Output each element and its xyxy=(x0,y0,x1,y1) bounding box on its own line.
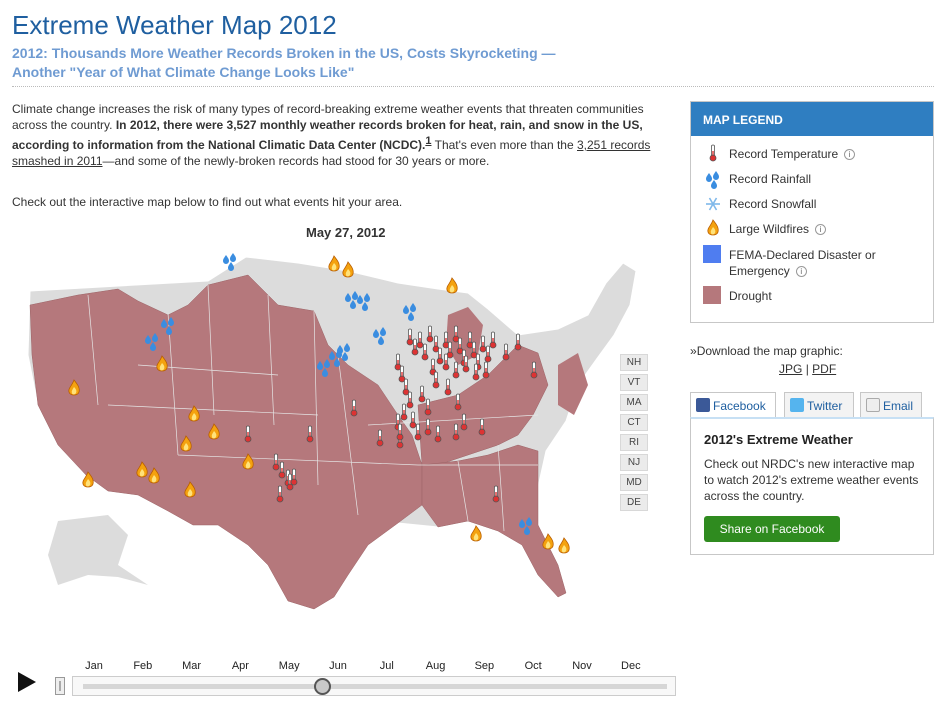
state-button-vt[interactable]: VT xyxy=(620,374,648,391)
state-button-ri[interactable]: RI xyxy=(620,434,648,451)
header-divider xyxy=(12,86,934,87)
month-label-dec: Dec xyxy=(621,660,641,672)
share-on-facebook-button[interactable]: Share on Facebook xyxy=(704,516,840,542)
month-label-jan: Jan xyxy=(85,660,103,672)
month-label-apr: Apr xyxy=(231,660,249,672)
state-button-ma[interactable]: MA xyxy=(620,394,648,411)
month-label-nov: Nov xyxy=(572,660,592,672)
state-button-de[interactable]: DE xyxy=(620,494,648,511)
wildfire-marker[interactable] xyxy=(446,277,458,294)
download-bullet: » xyxy=(690,344,697,358)
timeline-track-groove xyxy=(83,684,667,689)
intro-text-3: —and some of the newly-broken records ha… xyxy=(102,154,490,168)
intro-bold-text: In 2012, there were 3,527 monthly weathe… xyxy=(12,118,643,152)
state-button-md[interactable]: MD xyxy=(620,474,648,491)
subtitle-line-1: 2012: Thousands More Weather Records Bro… xyxy=(12,45,556,61)
footnote-link[interactable]: 1 xyxy=(425,135,432,147)
subtitle-line-2: Another "Year of What Climate Change Loo… xyxy=(12,64,355,80)
legend-title: MAP LEGEND xyxy=(691,102,933,136)
info-icon[interactable]: i xyxy=(844,149,856,161)
play-button[interactable] xyxy=(18,672,36,692)
fema-swatch xyxy=(703,245,721,263)
info-icon[interactable]: i xyxy=(815,224,827,236)
state-borders xyxy=(87,284,539,532)
jpg-download-link[interactable]: JPG xyxy=(779,362,803,376)
wildfire-marker[interactable] xyxy=(470,525,482,542)
share-panel: 2012's Extreme Weather Check out NRDC's … xyxy=(690,417,934,555)
page-title: Extreme Weather Map 2012 xyxy=(12,10,337,40)
month-label-may: May xyxy=(278,660,300,672)
drought-southeast xyxy=(421,444,567,598)
wildfire-marker[interactable] xyxy=(542,533,554,550)
legend-label-rainfall: Record Rainfall xyxy=(729,172,812,186)
month-label-aug: Aug xyxy=(425,660,446,672)
tab-email-label: Email xyxy=(883,399,914,413)
us-weather-map[interactable] xyxy=(18,225,658,645)
month-label-jun: Jun xyxy=(329,660,347,672)
envelope-icon xyxy=(866,398,880,412)
legend-label-snowfall: Record Snowfall xyxy=(729,197,817,211)
pdf-download-link[interactable]: PDF xyxy=(812,362,837,376)
alaska-landmass xyxy=(48,515,148,585)
wildfire-marker[interactable] xyxy=(342,261,354,278)
pause-button[interactable] xyxy=(55,677,65,695)
drought-swatch xyxy=(703,286,721,304)
month-label-sep: Sep xyxy=(474,660,495,672)
map-legend: MAP LEGEND Record Temperature i Record Ra… xyxy=(690,101,934,323)
records-2011-link[interactable]: 3,251 records smashed in 2011 xyxy=(12,138,651,168)
intro-paragraph: Climate change increases the risk of man… xyxy=(12,101,678,169)
tab-facebook-label: Facebook xyxy=(713,399,766,413)
download-prompt: »Download the map graphic: xyxy=(690,344,843,358)
info-icon[interactable]: i xyxy=(795,266,807,278)
timeline-control: Jan Feb Mar Apr May Jun Jul Aug Sep Oct Nov Dec xyxy=(10,656,678,700)
link-separator: | xyxy=(805,362,809,376)
download-links: JPG | PDF xyxy=(779,362,836,376)
state-button-nh[interactable]: NH xyxy=(620,354,648,371)
intro-text-1: Climate change increases the risk of man… xyxy=(12,102,644,132)
flame-icon xyxy=(707,219,719,236)
legend-label-drought: Drought xyxy=(729,289,772,303)
state-button-nj[interactable]: NJ xyxy=(620,454,648,471)
wildfire-marker[interactable] xyxy=(558,537,570,554)
page-subtitle: 2012: Thousands More Weather Records Bro… xyxy=(12,44,632,82)
snowflake-icon xyxy=(706,197,720,211)
legend-label-fema: FEMA-Declared Disaster or xyxy=(729,248,876,262)
month-label-mar: Mar xyxy=(182,660,202,672)
twitter-icon xyxy=(790,398,804,412)
month-label-oct: Oct xyxy=(524,660,542,672)
tab-email[interactable]: Email xyxy=(860,392,922,418)
drought-northeast xyxy=(558,353,588,415)
raindrops-icon xyxy=(706,171,719,189)
facebook-icon xyxy=(696,398,710,412)
download-text: Download the map graphic: xyxy=(696,344,843,358)
share-heading: 2012's Extreme Weather xyxy=(704,432,853,447)
tab-facebook[interactable]: Facebook xyxy=(690,392,776,419)
tab-twitter-label: Twitter xyxy=(807,399,843,413)
share-description: Check out NRDC's new interactive map to … xyxy=(704,457,919,503)
intro-text-2: That's even more than the xyxy=(431,138,577,152)
map-instructions: Check out the interactive map below to f… xyxy=(12,195,403,209)
timeline-track[interactable] xyxy=(72,676,676,696)
timeline-slider-knob[interactable] xyxy=(314,678,332,695)
thermometer-icon xyxy=(709,144,717,162)
month-labels: Jan Feb Mar Apr May Jun Jul Aug Sep Oct Nov Dec xyxy=(84,660,684,674)
month-label-feb: Feb xyxy=(133,660,153,672)
drought-west xyxy=(29,274,423,610)
month-label-jul: Jul xyxy=(379,660,394,672)
tab-twitter[interactable]: Twitter xyxy=(784,392,854,418)
legend-label-wildfires: Large Wildfires xyxy=(729,222,810,236)
map-date-label: May 27, 2012 xyxy=(306,225,386,240)
state-button-ct[interactable]: CT xyxy=(620,414,648,431)
legend-label-temperature: Record Temperature xyxy=(729,147,839,161)
legend-label-emergency: Emergency xyxy=(729,264,790,278)
small-state-buttons: NH VT MA CT RI NJ MD DE xyxy=(620,354,648,514)
wildfire-marker[interactable] xyxy=(328,255,340,272)
